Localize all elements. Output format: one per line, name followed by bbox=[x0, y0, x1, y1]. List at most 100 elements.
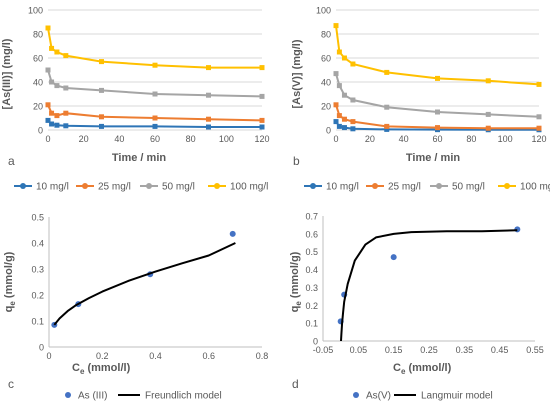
data-point bbox=[45, 102, 51, 108]
y-axis-title: [As(V)] (mg/l) bbox=[291, 39, 303, 108]
series-line bbox=[335, 104, 539, 130]
data-point bbox=[341, 116, 347, 122]
model-curve bbox=[53, 242, 236, 326]
x-tick-label: 120 bbox=[531, 134, 546, 144]
data-point bbox=[435, 75, 440, 81]
data-point bbox=[259, 124, 265, 130]
data-point bbox=[536, 125, 542, 131]
data-point bbox=[63, 123, 69, 129]
data-point bbox=[390, 254, 397, 261]
y-tick-label: 0.1 bbox=[31, 317, 44, 327]
legend: As(V) Langmuir model bbox=[353, 391, 493, 402]
data-point bbox=[152, 115, 158, 121]
data-point bbox=[206, 124, 211, 130]
panel-a: 0 20 40 60 80 100 0 20 40 60 80 100 120 [As(III)] (m… bbox=[1, 6, 270, 193]
x-tick-label: 0.2 bbox=[96, 351, 109, 361]
x-tick-label: 0 bbox=[46, 351, 51, 361]
data-point bbox=[435, 109, 440, 115]
data-point bbox=[99, 123, 104, 129]
legend-marker bbox=[146, 183, 152, 189]
y-tick-label: 0.3 bbox=[31, 265, 44, 275]
legend-label: As(V) bbox=[366, 391, 391, 402]
data-point bbox=[152, 62, 158, 68]
x-tick-label: 0.8 bbox=[256, 351, 269, 361]
y-tick-label: 0.3 bbox=[305, 283, 318, 293]
x-axis-title: Time / min bbox=[112, 152, 166, 164]
y-tick-label: 20 bbox=[321, 102, 331, 112]
legend-marker bbox=[214, 183, 220, 189]
data-point bbox=[54, 122, 60, 128]
x-axis-title: Ce (mmol/l) bbox=[393, 362, 452, 376]
x-axis-title: Time / min bbox=[406, 152, 460, 164]
data-point bbox=[54, 83, 60, 89]
y-tick-label: 60 bbox=[321, 54, 331, 64]
panel-label: d bbox=[292, 377, 299, 391]
data-point bbox=[63, 110, 69, 116]
x-tick-label: 120 bbox=[254, 134, 269, 144]
y-axis-title: qe (mmol/g) bbox=[289, 251, 303, 312]
legend-marker bbox=[436, 183, 442, 189]
data-point bbox=[341, 55, 347, 61]
legend-marker bbox=[20, 183, 26, 189]
data-point bbox=[152, 123, 158, 129]
y-tick-label: 0.7 bbox=[305, 212, 318, 222]
model-curve bbox=[340, 229, 518, 342]
data-point bbox=[485, 78, 491, 84]
data-point bbox=[333, 119, 339, 125]
y-tick-label: 0 bbox=[39, 343, 44, 353]
x-tick-label: 0.6 bbox=[202, 351, 215, 361]
legend-label: 25 mg/l bbox=[388, 182, 421, 193]
data-point bbox=[259, 93, 265, 99]
data-point bbox=[341, 92, 347, 98]
legend-label: As (III) bbox=[78, 391, 107, 402]
data-point bbox=[152, 91, 158, 97]
x-tick-label: 40 bbox=[114, 134, 124, 144]
x-tick-label: 60 bbox=[150, 134, 160, 144]
x-tick-label: 0.45 bbox=[491, 345, 509, 355]
y-tick-label: 0.4 bbox=[31, 239, 44, 249]
x-tick-label: -0.05 bbox=[313, 345, 334, 355]
data-point bbox=[259, 117, 265, 123]
data-point bbox=[206, 116, 211, 122]
data-point bbox=[336, 113, 342, 119]
data-point bbox=[384, 126, 390, 132]
data-point bbox=[350, 97, 356, 103]
data-point bbox=[99, 59, 104, 65]
data-point bbox=[49, 110, 55, 116]
data-point bbox=[45, 67, 51, 73]
data-point bbox=[229, 230, 236, 237]
data-point bbox=[384, 69, 390, 75]
data-point bbox=[333, 71, 339, 77]
data-point bbox=[435, 125, 440, 131]
data-point bbox=[54, 49, 60, 55]
y-tick-label: 0 bbox=[313, 337, 318, 347]
data-point bbox=[336, 83, 342, 89]
x-tick-label: 0.05 bbox=[350, 345, 368, 355]
y-tick-label: 20 bbox=[33, 102, 43, 112]
data-point bbox=[49, 79, 55, 85]
y-axis-title: qe (mmol/g) bbox=[3, 251, 17, 312]
data-point bbox=[536, 81, 542, 87]
data-point bbox=[63, 53, 69, 59]
x-tick-label: 0.25 bbox=[420, 345, 438, 355]
y-tick-label: 100 bbox=[316, 6, 331, 16]
data-point bbox=[99, 87, 104, 93]
y-tick-label: 0.5 bbox=[31, 213, 44, 223]
legend-label: Freundlich model bbox=[145, 391, 222, 402]
x-tick-label: 0.4 bbox=[149, 351, 162, 361]
legend: As (III) Freundlich model bbox=[65, 391, 222, 402]
panel-label: b bbox=[293, 154, 300, 168]
data-point bbox=[485, 125, 491, 131]
data-point bbox=[384, 123, 390, 129]
legend-label: 100 mg/l bbox=[230, 182, 268, 193]
data-point bbox=[206, 65, 211, 71]
y-tick-label: 40 bbox=[321, 78, 331, 88]
y-tick-label: 0.6 bbox=[305, 229, 318, 239]
data-point bbox=[350, 126, 356, 132]
x-tick-label: 40 bbox=[399, 134, 409, 144]
data-point bbox=[350, 61, 356, 67]
y-tick-label: 0.2 bbox=[305, 301, 318, 311]
y-tick-label: 80 bbox=[33, 30, 43, 40]
legend-label: 25 mg/l bbox=[98, 182, 131, 193]
x-axis-title: Ce (mmol/l) bbox=[72, 362, 131, 376]
